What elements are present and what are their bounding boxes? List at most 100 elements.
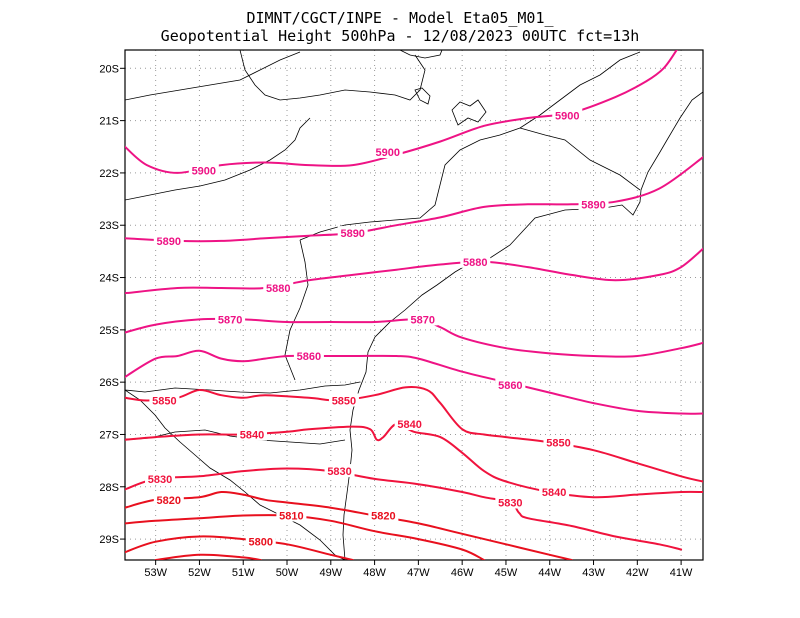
contour-5890 — [125, 156, 703, 243]
contour-label-bg-5840-0 — [236, 427, 267, 441]
state-border-ms — [125, 117, 311, 201]
contour-label-bg-5900-2 — [552, 108, 583, 122]
contour-label-bg-5890-1 — [337, 226, 368, 240]
contour-label-5820-1: 5820 — [371, 511, 395, 523]
x-tick-label-9: 44W — [538, 567, 561, 579]
grid-lines — [125, 50, 703, 560]
y-tick-label-2: 22S — [99, 168, 119, 180]
contour-label-bg-5830-0 — [145, 471, 176, 485]
y-tick-label-6: 26S — [99, 377, 119, 389]
contour-label-bg-5860-0 — [293, 349, 324, 362]
contour-5860 — [125, 349, 703, 415]
contour-label-bg-5870-1 — [407, 312, 438, 326]
contour-5850 — [125, 386, 703, 483]
x-tick-label-11: 42W — [626, 567, 649, 579]
x-tick-label-12: 41W — [670, 567, 693, 579]
contour-label-5900-0: 5900 — [192, 165, 216, 177]
contour-label-5830-1: 5830 — [327, 466, 351, 478]
contour-label-bg-5850-0 — [149, 393, 180, 407]
contour-label-5890-0: 5890 — [157, 236, 181, 248]
contour-label-bg-5900-0 — [188, 163, 219, 177]
contour-label-5840-1: 5840 — [397, 419, 421, 431]
contour-label-bg-5850-1 — [328, 393, 359, 407]
chart-title-line-2: Geopotential Height 500hPa - 12/08/2023 … — [161, 27, 640, 45]
contour-label-5810-0: 5810 — [279, 511, 303, 523]
contour-label-5830-0: 5830 — [148, 474, 172, 486]
chart-title-line-1: DIMNT/CGCT/INPE - Model Eta05_M01_ — [246, 9, 554, 27]
contour-label-bg-5830-2 — [495, 495, 526, 509]
contour-label-5890-2: 5890 — [581, 199, 605, 211]
state-border-rs-arg — [125, 389, 346, 560]
x-tick-label-10: 43W — [582, 567, 605, 579]
contour-label-5860-0: 5860 — [297, 351, 321, 363]
contour-label-5850-2: 5850 — [546, 437, 570, 449]
y-tick-label-9: 29S — [99, 534, 119, 546]
x-tick-label-4: 49W — [319, 567, 342, 579]
lake-furnas — [451, 99, 487, 126]
river-parana — [284, 239, 309, 381]
x-tick-label-8: 45W — [495, 567, 518, 579]
lake-3marias — [414, 87, 431, 105]
contour-label-bg-5810-0 — [276, 508, 307, 522]
y-tick-label-4: 24S — [99, 273, 119, 285]
x-tick-label-1: 52W — [188, 567, 211, 579]
contour-label-5870-1: 5870 — [411, 314, 435, 326]
state-border-pr — [125, 381, 361, 394]
axis-ticks: 53W 52W 51W 50W 49W 48W 47W 46W 45W 44W 43W 42W 41W 2… — [99, 63, 693, 579]
contour-label-5850-1: 5850 — [332, 395, 356, 407]
y-tick-label-5: 25S — [99, 325, 119, 337]
plot-frame — [124, 49, 704, 561]
x-tick-label-7: 46W — [451, 567, 474, 579]
contour-label-5880-0: 5880 — [266, 283, 290, 295]
contour-label-5860-1: 5860 — [498, 380, 522, 392]
y-tick-label-0: 20S — [99, 63, 119, 75]
contour-label-bg-5880-1 — [460, 254, 491, 268]
contour-label-bg-5820-1 — [368, 508, 399, 522]
contour-label-bg-5840-1 — [394, 417, 425, 430]
y-tick-label-3: 23S — [99, 220, 119, 232]
contour-label-bg-5840-2 — [539, 485, 570, 498]
state-border-rj — [519, 127, 641, 191]
contour-label-bg-5800-0 — [245, 534, 276, 548]
state-border-go — [125, 51, 301, 101]
contour-5790 — [154, 553, 262, 560]
contour-lines — [125, 50, 703, 560]
contour-label-5900-2: 5900 — [555, 110, 579, 122]
state-border-sp — [299, 127, 521, 241]
contour-5810 — [125, 514, 486, 560]
contour-label-5870-0: 5870 — [218, 314, 242, 326]
contour-label-5850-0: 5850 — [152, 395, 176, 407]
contour-label-5900-1: 5900 — [375, 147, 399, 159]
contour-label-5890-1: 5890 — [340, 228, 364, 240]
contour-label-bg-5820-0 — [153, 492, 184, 506]
contour-5820 — [125, 490, 573, 560]
contour-labels: 5900 5900 5900 5890 5890 5890 5880 5880 5870 5870… — [145, 108, 609, 549]
x-tick-label-2: 51W — [232, 567, 255, 579]
contour-label-bg-5900-1 — [372, 145, 403, 158]
contour-label-5800-0: 5800 — [249, 537, 273, 549]
contour-label-bg-5890-2 — [578, 197, 609, 211]
contour-label-5880-1: 5880 — [463, 257, 487, 269]
contour-5880 — [125, 247, 703, 295]
contour-label-5840-0: 5840 — [240, 429, 264, 441]
y-tick-label-7: 27S — [99, 429, 119, 441]
contour-label-bg-5880-0 — [263, 281, 294, 294]
contour-label-5830-2: 5830 — [498, 497, 522, 509]
contour-label-bg-5850-2 — [543, 435, 574, 449]
contour-label-bg-5870-0 — [215, 312, 246, 326]
contour-label-5820-0: 5820 — [157, 495, 181, 507]
reservoir-north — [399, 50, 443, 59]
x-tick-label-5: 48W — [363, 567, 386, 579]
contour-5800 — [125, 535, 354, 560]
contour-label-bg-5860-1 — [495, 377, 526, 391]
y-tick-label-1: 21S — [99, 116, 119, 128]
contour-5830 — [125, 467, 683, 551]
x-tick-label-6: 47W — [407, 567, 430, 579]
contour-label-bg-5890-0 — [153, 233, 184, 247]
y-tick-label-8: 28S — [99, 482, 119, 494]
state-border-mg — [239, 50, 426, 101]
contour-label-bg-5830-1 — [324, 464, 355, 478]
contour-label-5840-2: 5840 — [542, 487, 566, 499]
contour-5840 — [125, 422, 703, 499]
